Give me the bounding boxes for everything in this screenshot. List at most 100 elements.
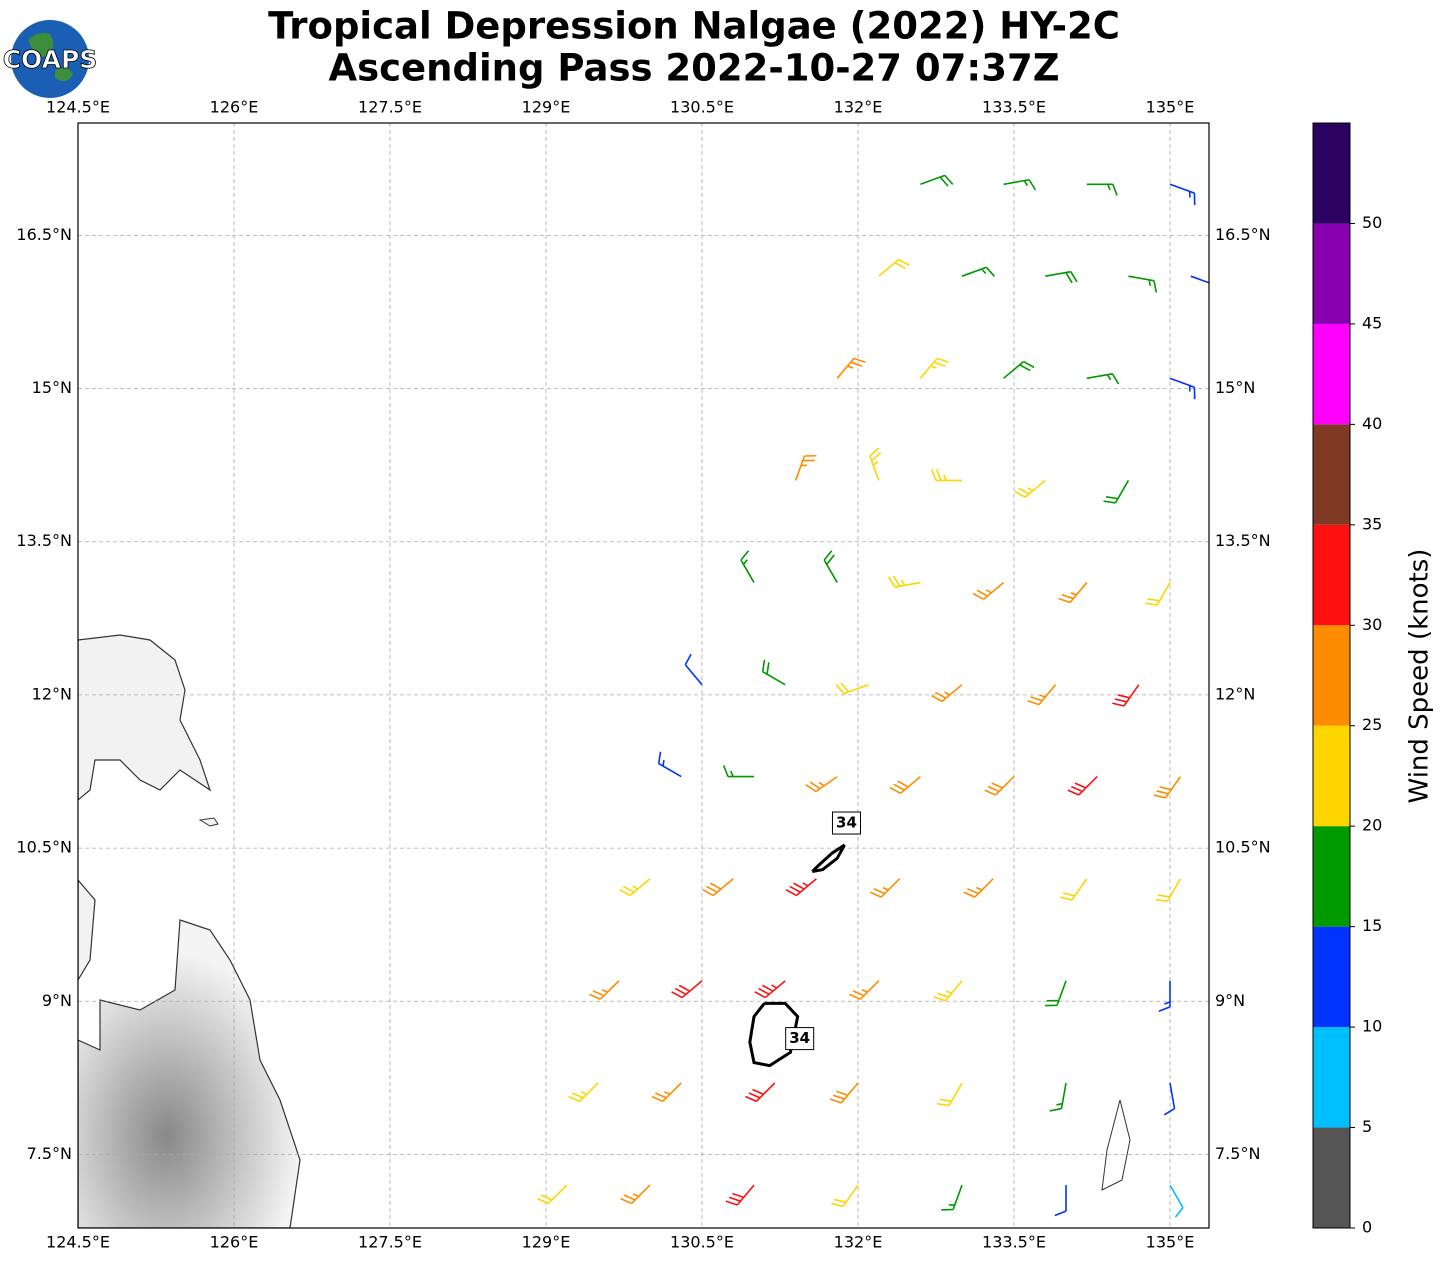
wind-barb — [1049, 1082, 1067, 1112]
colorbar-tick-label: 25 — [1362, 715, 1382, 734]
wind-barb — [620, 1184, 651, 1205]
wind-barb — [745, 1082, 776, 1103]
wind-barb — [651, 1082, 682, 1103]
colorbar-tick-label: 30 — [1362, 615, 1382, 634]
wind-barb — [1060, 878, 1088, 901]
wind-barb — [823, 550, 838, 583]
wind-barb — [619, 878, 651, 897]
wind-barb — [878, 258, 910, 277]
islet — [198, 817, 219, 827]
wind-barb — [1045, 270, 1078, 284]
land — [78, 634, 1131, 1228]
wind-barb — [963, 878, 994, 898]
x-tick-label-top: 129°E — [522, 98, 571, 117]
x-tick-label-top: 135°E — [1146, 98, 1195, 117]
wind-barb — [671, 980, 703, 999]
colorbar-tick-label: 15 — [1362, 916, 1382, 935]
x-tick-label-top: 127.5°E — [358, 98, 422, 117]
wind-barb — [836, 357, 866, 379]
colorbar-segment — [1313, 826, 1350, 927]
y-tick-label-right: 16.5°N — [1215, 225, 1271, 244]
contour-label-box — [785, 1027, 815, 1051]
wind-barb — [761, 659, 786, 686]
x-tick-label-top: 124.5°E — [46, 98, 110, 117]
y-tick-label-left: 9°N — [42, 991, 72, 1010]
logo-text: COAPS — [3, 45, 98, 74]
wind-barb — [1128, 275, 1158, 293]
wind-barb — [849, 980, 880, 1000]
title-line-2: Ascending Pass 2022-10-27 07:37Z — [328, 47, 1059, 90]
colorbar-segment — [1313, 323, 1350, 425]
colorbar-segment — [1313, 1027, 1350, 1128]
x-tick-label-bottom: 135°E — [1146, 1233, 1195, 1252]
colorbar-segment — [1313, 424, 1350, 525]
contour-label: 34 — [836, 814, 857, 832]
wind-barb — [1190, 275, 1209, 284]
colorbar-segment — [1313, 725, 1350, 827]
wind-barb — [754, 980, 786, 999]
wind-barb — [1153, 776, 1182, 799]
wind-barb — [829, 1082, 859, 1104]
wind-barb — [1169, 377, 1196, 400]
x-tick-label-bottom: 129°E — [522, 1233, 571, 1252]
x-tick-label-top: 130.5°E — [670, 98, 734, 117]
wind-barb — [930, 468, 962, 482]
x-tick-label-top: 132°E — [834, 98, 883, 117]
plot-frame — [77, 122, 1210, 1229]
wind-barb — [1003, 360, 1035, 379]
island — [78, 634, 212, 801]
wind-barb — [1163, 1082, 1176, 1116]
wind-barb — [961, 266, 995, 277]
colorbar-segment — [1313, 625, 1350, 726]
wind-barb — [657, 751, 682, 778]
wind-barb — [805, 775, 838, 793]
y-tick-label-right: 12°N — [1215, 684, 1255, 703]
wind-barb — [1158, 980, 1171, 1012]
y-tick-label-left: 7.5°N — [27, 1144, 72, 1163]
contour — [748, 1001, 800, 1068]
colorbar-tick-label: 45 — [1362, 313, 1382, 332]
x-tick-label-bottom: 130.5°E — [670, 1233, 734, 1252]
x-tick-label-bottom: 126°E — [210, 1233, 259, 1252]
wind-barb — [740, 550, 755, 583]
wind-barb — [831, 1184, 859, 1208]
wind-barb — [869, 447, 882, 481]
x-tick-label-bottom: 124.5°E — [46, 1233, 110, 1252]
colorbar-tick-label: 10 — [1362, 1017, 1382, 1036]
wind-barb — [1058, 582, 1088, 604]
y-tick-label-right: 7.5°N — [1215, 1144, 1260, 1163]
wind-barb — [1169, 183, 1196, 206]
wind-barb — [1155, 878, 1182, 903]
wind-barb — [684, 653, 703, 686]
wind-barb — [1027, 684, 1057, 706]
wind-barb — [937, 1082, 963, 1107]
y-tick-label-left: 12°N — [32, 684, 72, 703]
wind-barb — [568, 1082, 599, 1103]
wind-barb — [941, 1184, 963, 1211]
wind-barb — [920, 174, 954, 187]
colorbar-tick-label: 0 — [1362, 1218, 1372, 1237]
logo-land — [28, 32, 73, 82]
wind-barb — [1145, 582, 1171, 606]
colorbar-segment — [1313, 926, 1350, 1028]
y-tick-label-left: 16.5°N — [16, 225, 72, 244]
wind-barb — [1112, 684, 1140, 707]
wind-barb — [1067, 776, 1098, 796]
colorbar-segment — [1313, 123, 1350, 224]
wind-barb — [919, 357, 949, 379]
x-tick-label-bottom: 127.5°E — [358, 1233, 422, 1252]
wind-barb — [702, 878, 734, 897]
wind-barb — [722, 765, 754, 778]
colorbar-tick-label: 50 — [1362, 213, 1382, 232]
y-tick-label-right: 9°N — [1215, 991, 1245, 1010]
wind-barb — [887, 575, 921, 588]
y-tick-label-right: 13.5°N — [1215, 531, 1271, 550]
y-tick-label-left: 10.5°N — [16, 838, 72, 857]
wind-barb — [931, 684, 963, 703]
island — [78, 919, 301, 1228]
y-tick-label-left: 15°N — [32, 378, 72, 397]
wind-barb — [933, 980, 963, 1002]
wind-barb — [785, 878, 817, 897]
wind-barb — [1054, 1185, 1067, 1217]
